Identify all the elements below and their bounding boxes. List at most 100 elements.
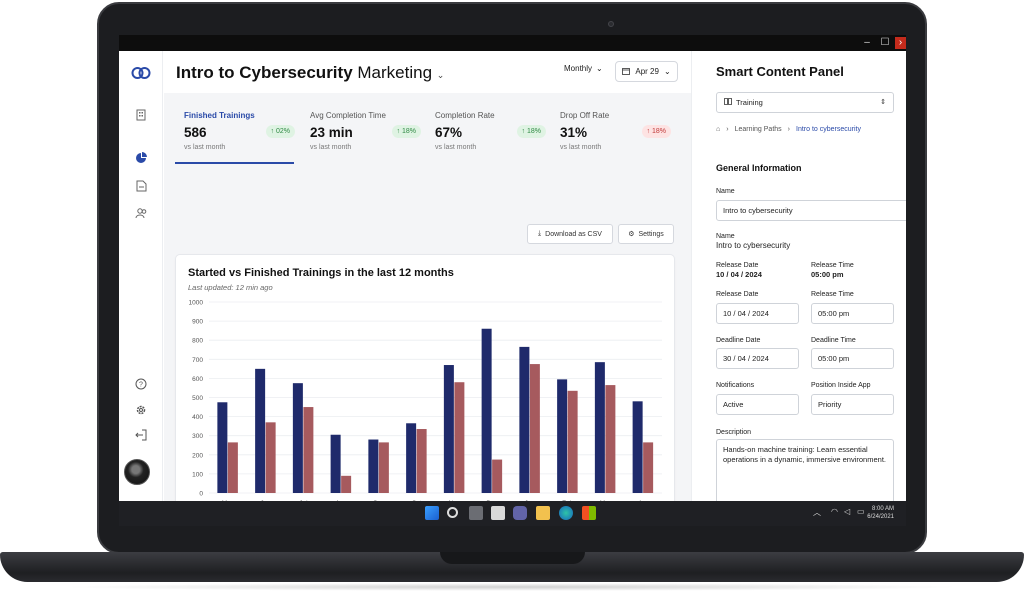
release-date-input[interactable]: 10 / 04 / 2024 — [716, 303, 799, 324]
name-value: Intro to cybersecurity — [716, 241, 791, 250]
avatar[interactable] — [124, 459, 150, 485]
kpi-delta: 18% — [651, 128, 666, 135]
page-title-bold: Intro to Cybersecurity — [176, 63, 353, 82]
section-heading: General Information — [716, 163, 802, 173]
deadline-date-label: Deadline Date — [716, 337, 761, 344]
users-icon[interactable] — [131, 203, 151, 223]
kpi-subtext: vs last month — [310, 144, 352, 151]
y-tick-label: 600 — [192, 376, 203, 383]
y-tick-label: 1000 — [189, 300, 204, 307]
bar-finished — [378, 442, 389, 493]
window-titlebar: – ☐ › — [119, 35, 906, 51]
page-title[interactable]: Intro to Cybersecurity Marketing ⌄ — [176, 63, 444, 83]
deadline-time-label: Deadline Time — [811, 337, 856, 344]
gear-icon[interactable] — [131, 400, 151, 420]
description-textarea[interactable]: Hands-on machine training: Learn essenti… — [716, 439, 894, 509]
name-input[interactable]: Intro to cybersecurity — [716, 200, 906, 221]
bar-finished — [643, 442, 654, 493]
task-view-icon[interactable] — [469, 506, 483, 520]
home-icon[interactable]: ⌂ — [716, 126, 721, 133]
y-tick-label: 700 — [192, 357, 203, 364]
y-tick-label: 400 — [192, 414, 203, 421]
y-tick-label: 100 — [192, 471, 203, 478]
bar-finished — [303, 407, 314, 493]
help-icon[interactable]: ? — [131, 374, 151, 394]
logout-icon[interactable] — [131, 425, 151, 445]
settings-button[interactable]: ⚙ Settings — [618, 224, 674, 244]
building-icon[interactable] — [131, 105, 151, 125]
kpi-drop-off-rate[interactable]: Drop Off Rate 31% vs last month ↑ 18% — [560, 111, 675, 171]
download-csv-button[interactable]: ⤓ Download as CSV — [527, 224, 613, 244]
minimize-button[interactable]: – — [864, 37, 870, 48]
release-date-label: Release Date — [716, 262, 759, 269]
kpi-value: 23 min — [310, 125, 353, 140]
wifi-icon[interactable]: ◠ — [831, 507, 838, 516]
book-icon — [724, 98, 732, 107]
y-tick-label: 900 — [192, 319, 203, 326]
kpi-subtext: vs last month — [435, 144, 477, 151]
kpi-delta-badge: ↑ 18% — [391, 125, 421, 138]
kpi-completion-rate[interactable]: Completion Rate 67% vs last month ↑ 18% — [435, 111, 550, 171]
file-explorer-icon[interactable] — [536, 506, 550, 520]
kpi-value: 67% — [435, 125, 463, 140]
widgets-icon[interactable] — [491, 506, 505, 520]
windows-start-icon[interactable] — [425, 506, 439, 520]
kpi-delta: 18% — [401, 128, 416, 135]
system-clock[interactable]: 8:00 AM 6/24/2021 — [867, 505, 894, 521]
close-button[interactable]: › — [895, 37, 906, 49]
bar-finished — [265, 422, 276, 493]
deadline-time-input[interactable]: 05:00 pm — [811, 348, 894, 369]
chevron-down-icon: ⌄ — [596, 64, 603, 73]
date-picker-button[interactable]: Apr 29 ⌄ — [615, 61, 678, 82]
kpi-delta: 02% — [275, 128, 290, 135]
bar-finished — [492, 459, 503, 493]
bar-started — [255, 368, 266, 493]
smart-content-panel: Smart Content Panel Training ⇕ ⌂ › Learn… — [691, 51, 906, 509]
clock-date: 6/24/2021 — [867, 514, 894, 520]
position-input[interactable]: Priority — [811, 394, 894, 415]
period-select[interactable]: Monthly ⌄ — [564, 64, 603, 73]
chevron-down-icon: ⌄ — [663, 67, 671, 76]
search-icon[interactable] — [447, 507, 458, 518]
kpi-delta: 18% — [526, 128, 541, 135]
bar-finished — [416, 429, 427, 493]
content-type-value: Training — [736, 98, 763, 107]
release-time-value: 05:00 pm — [811, 270, 844, 279]
download-icon: ⤓ — [538, 230, 542, 237]
kpi-subtext: vs last month — [184, 144, 226, 151]
breadcrumb-learning-paths[interactable]: Learning Paths — [734, 126, 782, 133]
kpi-finished-trainings[interactable]: Finished Trainings 586 vs last month ↑ 0… — [184, 111, 299, 171]
notifications-input[interactable]: Active — [716, 394, 799, 415]
bar-started — [443, 365, 454, 493]
content-type-select[interactable]: Training ⇕ — [716, 92, 894, 113]
chart-title: Started vs Finished Trainings in the las… — [188, 267, 454, 279]
breadcrumb-current[interactable]: Intro to cybersecurity — [796, 126, 861, 133]
bar-started — [519, 346, 530, 493]
store-icon[interactable] — [582, 506, 596, 520]
y-tick-label: 300 — [192, 433, 203, 440]
bar-chart: 01002003004005006007008009001000MayJunJu… — [189, 300, 662, 522]
release-time-input[interactable]: 05:00 pm — [811, 303, 894, 324]
document-icon[interactable] — [131, 176, 151, 196]
release-time-field-label: Release Time — [811, 291, 854, 298]
bar-started — [557, 379, 568, 493]
kpi-label: Finished Trainings — [184, 111, 255, 120]
download-csv-label: Download as CSV — [545, 230, 602, 238]
kpi-avg-completion-time[interactable]: Avg Completion Time 23 min vs last month… — [310, 111, 425, 171]
bar-finished — [227, 442, 238, 493]
chevron-up-icon[interactable]: ︿ — [813, 508, 821, 517]
kpi-label: Avg Completion Time — [310, 111, 386, 120]
maximize-button[interactable]: ☐ — [880, 37, 890, 48]
logo-icon[interactable] — [131, 63, 151, 83]
battery-icon[interactable]: ▭ — [857, 507, 865, 516]
bar-finished — [529, 364, 540, 493]
bar-finished — [341, 475, 352, 493]
active-kpi-indicator — [175, 162, 294, 164]
pie-chart-icon[interactable] — [131, 148, 151, 168]
edge-browser-icon[interactable] — [559, 506, 573, 520]
chat-icon[interactable] — [513, 506, 527, 520]
deadline-date-input[interactable]: 30 / 04 / 2024 — [716, 348, 799, 369]
volume-icon[interactable]: ◁ — [844, 507, 851, 516]
calendar-icon — [622, 67, 631, 77]
